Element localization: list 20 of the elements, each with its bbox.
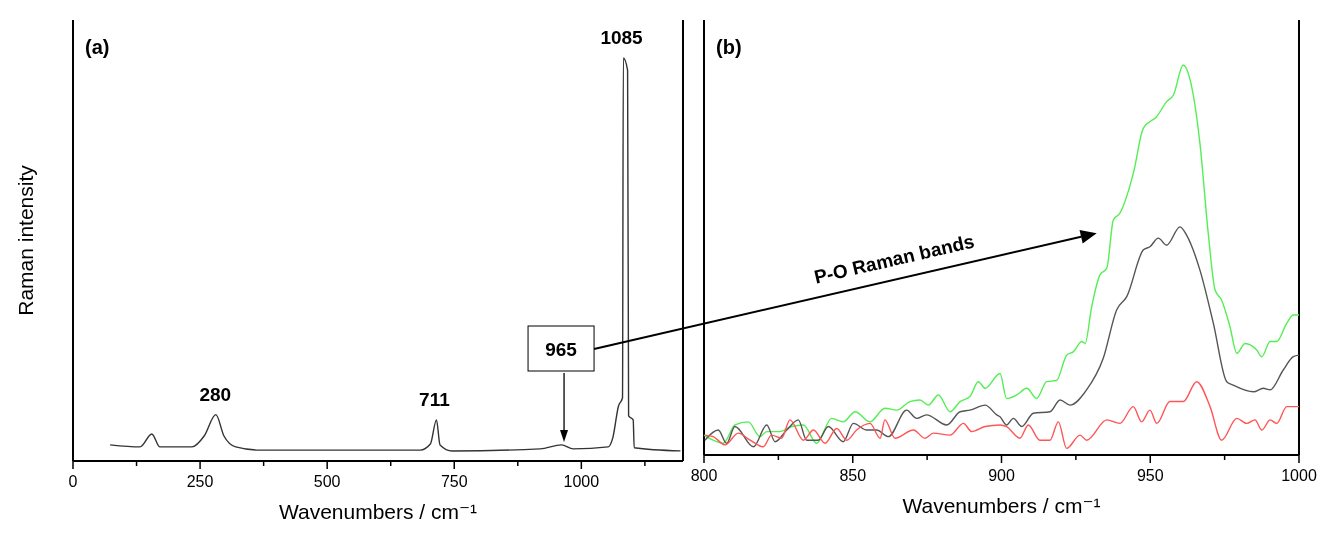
annotation: 280 <box>199 383 232 405</box>
x-tick-label: 950 <box>1136 467 1164 484</box>
annotation: 711 <box>419 388 451 410</box>
annotation: 965 <box>545 339 578 360</box>
annotation: P-O Raman bands <box>812 230 977 288</box>
x-tick-label: 800 <box>690 467 718 484</box>
chart-title: (b) <box>716 36 742 58</box>
x-tick-label: 1000 <box>563 473 600 490</box>
y-axis-title: Raman intensity <box>14 164 37 316</box>
x-tick-label: 0 <box>68 473 78 490</box>
annotation: 1085 <box>600 27 644 48</box>
x-tick-label: 1000 <box>1281 467 1317 484</box>
x-tick-label: 900 <box>988 467 1015 484</box>
chart-title: (a) <box>85 36 110 58</box>
x-tick-label: 250 <box>186 473 214 490</box>
x-axis-title: Wavenumbers / cm⁻¹ <box>902 494 1101 517</box>
x-tick-label: 500 <box>313 473 341 490</box>
x-tick-label: 850 <box>839 467 867 484</box>
x-axis-title: Wavenumbers / cm⁻¹ <box>278 500 478 523</box>
x-tick-label: 750 <box>440 473 468 490</box>
